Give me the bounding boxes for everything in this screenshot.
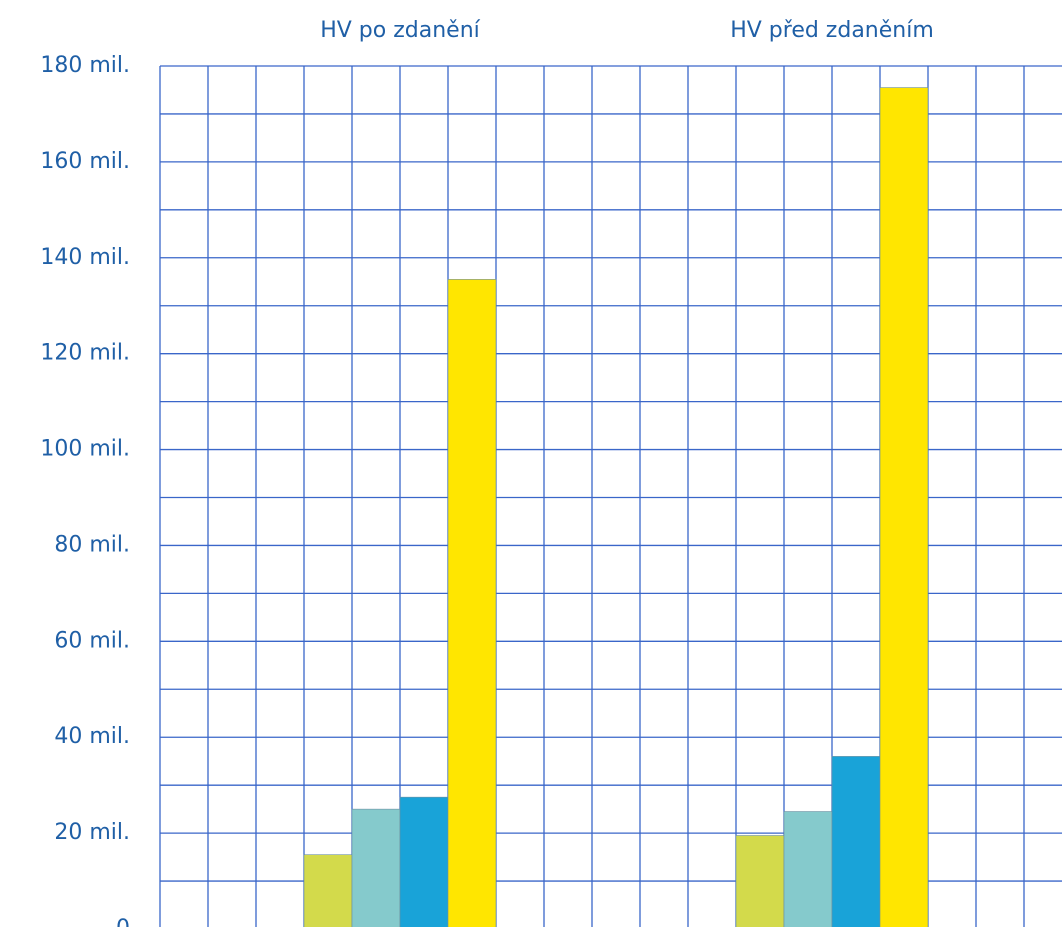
y-tick-label: 60 mil. [54, 628, 130, 653]
bar-1-1 [303, 854, 353, 927]
bar-1-2 [351, 808, 401, 927]
bar-1-4 [447, 279, 497, 927]
category-labels: HV po zdanění HV před zdaněním [320, 18, 934, 43]
y-tick-label: 80 mil. [54, 532, 130, 557]
y-tick-label: 20 mil. [54, 820, 130, 845]
bar-2-1 [735, 835, 785, 927]
y-tick-label: 100 mil. [40, 437, 130, 462]
category-label: HV po zdanění [320, 18, 480, 43]
chart-bars [303, 87, 929, 927]
bar-2-4 [879, 87, 929, 927]
category-label: HV před zdaněním [730, 18, 934, 43]
y-tick-label: 140 mil. [40, 245, 130, 270]
y-tick-label: 160 mil. [40, 149, 130, 174]
y-tick-label: 40 mil. [54, 724, 130, 749]
bar-1-3 [399, 796, 449, 927]
y-axis-tick-labels: 0 20 mil. 40 mil. 60 mil. 80 mil. 100 mil. 120… [40, 53, 130, 927]
bar-2-3 [831, 756, 881, 927]
y-tick-label: 0 [116, 916, 130, 927]
y-tick-label: 120 mil. [40, 341, 130, 366]
y-tick-label: 180 mil. [40, 53, 130, 78]
bar-2-2 [783, 811, 833, 927]
